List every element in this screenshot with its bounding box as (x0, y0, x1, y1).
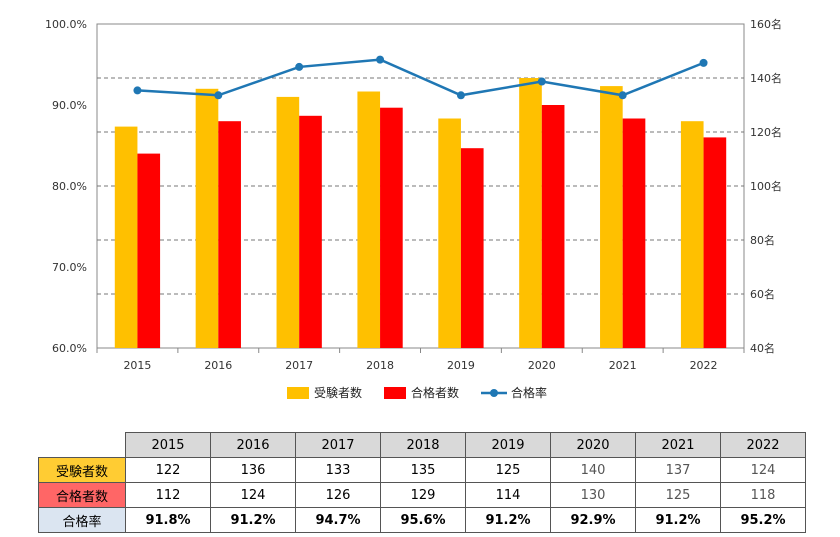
row-label-passed: 合格者数 (38, 482, 126, 508)
y-right-tick-label: 40名 (750, 341, 775, 355)
table-cell: 133 (295, 457, 381, 483)
row-label-applicants: 受験者数 (38, 457, 126, 483)
table-cell: 118 (720, 482, 806, 508)
rate-point (456, 91, 465, 100)
table-cell: 129 (380, 482, 466, 508)
bar-passed (137, 153, 161, 348)
table-cell: 114 (465, 482, 551, 508)
table-year-header: 2017 (295, 432, 381, 458)
x-tick-label: 2020 (528, 359, 556, 372)
table-year-header: 2019 (465, 432, 551, 458)
table-header-row: 2015 2016 2017 2018 2019 2020 2021 2022 (38, 432, 806, 458)
x-tick-label: 2021 (609, 359, 637, 372)
y-left-tick-label: 60.0% (52, 342, 87, 355)
table-cell: 125 (465, 457, 551, 483)
rate-point (699, 58, 708, 67)
table-cell: 91.8% (125, 507, 211, 533)
table-year-header: 2016 (210, 432, 296, 458)
y-right-tick-label: 80名 (750, 233, 775, 247)
rate-point (214, 91, 223, 100)
y-right-tick-label: 100名 (750, 179, 782, 193)
table-cell: 92.9% (550, 507, 636, 533)
table-cell: 95.6% (380, 507, 466, 533)
bar-applicants (276, 96, 300, 349)
table-cell: 95.2% (720, 507, 806, 533)
x-tick-label: 2018 (366, 359, 394, 372)
x-tick-label: 2022 (690, 359, 718, 372)
table-row-rate: 合格率 91.8% 91.2% 94.7% 95.6% 91.2% 92.9% … (38, 507, 806, 533)
bar-passed (218, 121, 241, 348)
table-row-applicants: 受験者数 122 136 133 135 125 140 137 124 (38, 457, 806, 483)
table-year-header: 2020 (550, 432, 636, 458)
legend: 受験者数 合格者数 合格率 (287, 385, 547, 400)
bar-applicants (519, 78, 542, 348)
x-tick-label: 2015 (123, 359, 151, 372)
rate-point (295, 62, 304, 71)
table-cell: 94.7% (295, 507, 381, 533)
y-left-tick-label: 80.0% (52, 180, 87, 193)
table-cell: 135 (380, 457, 466, 483)
legend-marker (490, 389, 498, 397)
table-cell: 122 (125, 457, 211, 483)
legend-swatch (287, 387, 309, 399)
y-right-tick-label: 60名 (750, 287, 775, 301)
bar-passed (541, 105, 565, 348)
bar-passed (299, 115, 322, 348)
bar-applicants (680, 121, 704, 348)
y-right-tick-label: 120名 (750, 125, 782, 139)
bar-applicants (438, 118, 461, 348)
bar-applicants (195, 88, 219, 349)
table-cell: 124 (720, 457, 806, 483)
y-right-tick-label: 160名 (750, 17, 782, 31)
bar-applicants (357, 91, 381, 348)
row-label-rate: 合格率 (38, 507, 126, 533)
bar-passed (380, 107, 403, 348)
bar-passed (622, 118, 646, 348)
legend-label: 合格者数 (411, 385, 459, 400)
table-cell: 91.2% (635, 507, 721, 533)
rate-point (133, 86, 142, 95)
table-cell: 124 (210, 482, 296, 508)
combo-chart: 60.0% 70.0% 80.0% 90.0% 100.0% 40名 60名 80名 100名 1… (45, 17, 782, 400)
table-row-passed: 合格者数 112 124 126 129 114 130 125 118 (38, 482, 806, 508)
table-cell: 137 (635, 457, 721, 483)
x-tick-label: 2019 (447, 359, 475, 372)
bars-group (114, 78, 727, 349)
y-right-tick-label: 140名 (750, 71, 782, 85)
y-left-tick-label: 100.0% (45, 18, 87, 31)
gridlines (96, 23, 745, 349)
table-cell: 140 (550, 457, 636, 483)
table-corner (38, 432, 126, 458)
rate-line-group (133, 55, 708, 100)
y-left-tick-label: 90.0% (52, 99, 87, 112)
table-year-header: 2021 (635, 432, 721, 458)
rate-point (376, 55, 385, 64)
rate-point (537, 77, 546, 86)
table-cell: 130 (550, 482, 636, 508)
legend-label: 合格率 (511, 385, 547, 400)
table-cell: 91.2% (210, 507, 296, 533)
bar-applicants (114, 126, 138, 348)
table-cell: 125 (635, 482, 721, 508)
axes-group: 60.0% 70.0% 80.0% 90.0% 100.0% 40名 60名 80名 100名 1… (45, 17, 782, 372)
data-table: 2015 2016 2017 2018 2019 2020 2021 2022 … (38, 432, 806, 533)
x-tick-label: 2017 (285, 359, 313, 372)
y-left-tick-label: 70.0% (52, 261, 87, 274)
table-cell: 91.2% (465, 507, 551, 533)
table-cell: 136 (210, 457, 296, 483)
legend-label: 受験者数 (314, 385, 362, 400)
bar-passed (703, 137, 727, 348)
rate-point (618, 91, 627, 100)
table-year-header: 2018 (380, 432, 466, 458)
bar-passed (460, 148, 484, 348)
rate-line (137, 58, 705, 97)
table-year-header: 2015 (125, 432, 211, 458)
x-tick-label: 2016 (204, 359, 232, 372)
table-cell: 112 (125, 482, 211, 508)
table-year-header: 2022 (720, 432, 806, 458)
bar-applicants (600, 86, 623, 348)
legend-swatch (384, 387, 406, 399)
table-cell: 126 (295, 482, 381, 508)
